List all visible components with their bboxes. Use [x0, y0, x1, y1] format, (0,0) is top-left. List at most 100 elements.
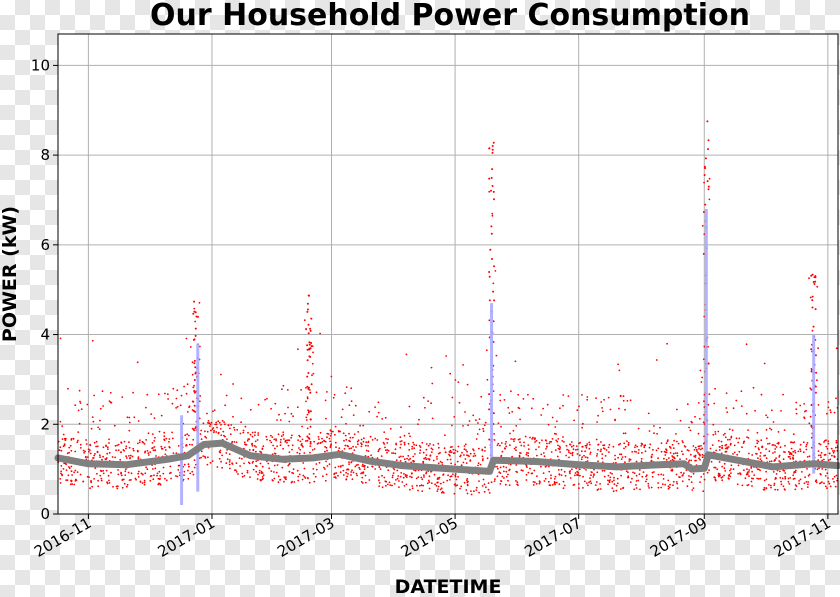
y-tick-label: 8 — [40, 146, 50, 164]
data-point — [488, 492, 491, 494]
data-point — [689, 453, 692, 456]
data-point — [748, 452, 750, 455]
data-point — [183, 470, 186, 473]
data-point — [409, 435, 411, 438]
data-point — [107, 448, 109, 450]
data-point — [645, 475, 647, 478]
data-point — [210, 421, 213, 424]
data-point — [700, 445, 702, 447]
data-point — [193, 300, 196, 303]
data-point — [792, 474, 795, 477]
data-point — [270, 470, 273, 472]
data-point — [212, 410, 214, 413]
data-point — [464, 443, 467, 446]
data-point — [105, 469, 108, 472]
data-point — [834, 485, 837, 488]
data-point — [787, 480, 790, 483]
data-point — [633, 488, 636, 491]
data-point — [547, 423, 550, 426]
data-point — [267, 462, 270, 465]
data-point — [815, 481, 818, 484]
data-point — [784, 451, 786, 453]
data-point — [698, 447, 700, 450]
data-point — [553, 478, 556, 480]
data-point — [815, 371, 818, 374]
data-point — [98, 428, 101, 431]
data-point — [259, 450, 261, 453]
data-point — [362, 440, 365, 443]
data-point — [664, 454, 667, 456]
data-point — [325, 446, 328, 449]
data-point — [408, 459, 410, 461]
data-point — [824, 475, 827, 477]
data-point — [260, 470, 263, 473]
data-point — [86, 456, 89, 458]
data-point — [149, 479, 152, 482]
data-point — [472, 448, 474, 451]
data-point — [462, 364, 464, 366]
data-point — [491, 212, 494, 215]
data-point — [490, 225, 493, 228]
data-point — [821, 468, 824, 470]
data-point — [300, 389, 302, 391]
data-point — [430, 366, 433, 369]
data-point — [219, 428, 222, 430]
data-point — [826, 472, 829, 475]
data-point — [497, 442, 500, 445]
x-tick-label: 2017-03 — [274, 514, 337, 561]
data-point — [818, 442, 821, 445]
data-point — [627, 471, 629, 474]
data-point — [394, 452, 397, 455]
data-point — [228, 453, 231, 455]
data-point — [519, 441, 521, 444]
data-point — [533, 469, 536, 472]
data-point — [475, 438, 478, 440]
data-point — [108, 451, 111, 454]
data-point — [62, 433, 65, 436]
data-point — [756, 431, 759, 434]
data-point — [395, 479, 397, 481]
data-point — [209, 423, 212, 426]
data-point — [824, 439, 826, 442]
data-point — [807, 474, 810, 477]
data-point — [192, 400, 195, 403]
data-point — [688, 478, 690, 481]
data-point — [183, 385, 186, 388]
data-point — [701, 453, 704, 456]
data-point — [774, 451, 776, 453]
data-point — [381, 474, 383, 477]
data-point — [60, 470, 63, 473]
data-point — [216, 426, 218, 429]
data-point — [653, 471, 655, 473]
data-point — [492, 390, 495, 392]
data-point — [194, 327, 197, 330]
data-point — [621, 456, 624, 458]
data-point — [516, 481, 519, 484]
data-point — [456, 450, 459, 453]
data-point — [488, 408, 491, 411]
data-point — [238, 457, 241, 459]
data-point — [676, 454, 679, 457]
data-point — [337, 474, 339, 477]
data-point — [298, 473, 301, 476]
data-point — [759, 458, 762, 460]
data-point — [478, 428, 481, 431]
data-point — [619, 453, 621, 456]
data-point — [69, 483, 72, 486]
data-point — [346, 468, 348, 471]
data-point — [782, 458, 785, 461]
data-point — [601, 457, 604, 460]
data-point — [319, 431, 322, 434]
data-point — [573, 419, 575, 422]
data-point — [779, 446, 782, 449]
data-point — [787, 455, 790, 458]
data-point — [436, 481, 439, 484]
data-point — [814, 308, 817, 311]
data-point — [798, 480, 800, 482]
data-point — [367, 440, 370, 443]
data-point — [469, 459, 472, 462]
data-point — [693, 448, 696, 451]
data-point — [342, 474, 345, 476]
data-point — [784, 489, 786, 491]
